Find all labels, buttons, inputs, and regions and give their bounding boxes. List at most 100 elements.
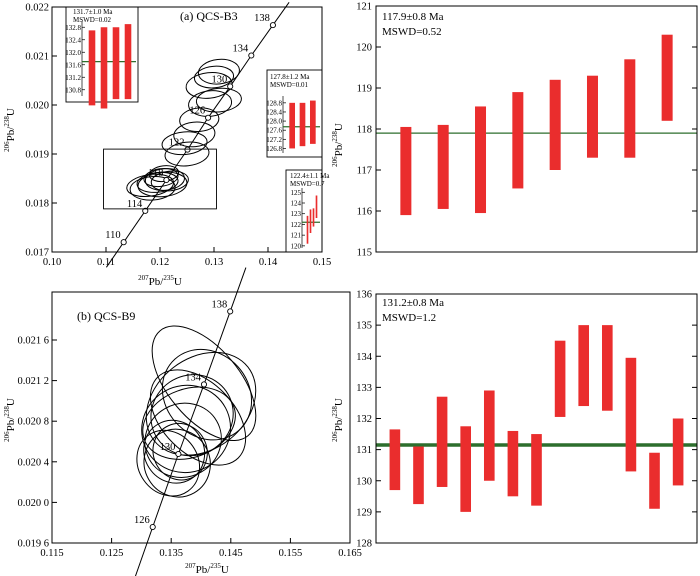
d-bar-6 [531,434,542,506]
panel-a-highlight-box [103,148,217,210]
a-ellipse-12 [188,90,233,117]
inset-1-age-note: 127.8±1.2 Ma [270,73,310,81]
panel-b-y-axis-title: 206Pb/238U [3,398,17,442]
d-y-tick-label-0: 128 [356,539,372,550]
d-bar-3 [460,426,472,512]
a-age-marker-134 [248,52,255,59]
b-x-tick-label-3: 0.145 [219,548,243,559]
panel-a-ellipses [126,58,242,201]
inset-0-bar-2 [112,27,120,100]
inset-2-bar-2 [312,208,315,227]
d-bar-5 [507,430,519,497]
d-bar-11 [649,452,660,509]
inset-1-bar-2 [309,100,316,144]
inset-1-bar-1 [299,102,306,147]
a-ellipse-5 [150,170,189,192]
panel-b-frame [51,291,351,544]
c-y-tick-label-5: 120 [356,43,372,54]
a-x-tick-label-3: 0.13 [205,257,223,268]
b-concordia-line [134,267,247,576]
a-ellipse-13 [195,87,242,113]
panel-a-frame [51,6,323,253]
d-bar-9 [601,325,613,411]
b-ellipse-10 [136,429,201,497]
inset-2-tick-label-5: 120 [291,242,302,250]
d-y-tick-label-2: 130 [356,476,372,487]
a-y-tick-label-2: 0.019 [25,150,49,161]
inset-0-mswd-note: MSWD=0.02 [73,16,111,24]
inset-1-tick-label-4: 127.2 [266,136,282,144]
b-ellipse-8 [152,423,208,481]
a-y-tick-label-0: 0.017 [25,248,49,259]
inset-0-bar-1 [100,27,108,109]
a-ellipse-11 [179,107,220,133]
a-age-marker-118 [163,176,170,184]
c-bar-0 [400,126,412,216]
panel-d-age-bars: 128 129 130 131 132 133 134 135 136 131.2±0.8 Ma… [331,290,698,550]
inset-2-bar-0 [306,215,309,244]
b-age-marker-138 [227,308,234,315]
inset-2-tick-label-0: 125 [291,189,302,197]
d-bar-12 [672,418,684,486]
panel-b-x-ticks: 0.115 0.125 0.135 0.145 0.155 0.165 [40,538,362,559]
panel-a-y-ticks: 0.017 0.018 0.019 0.020 0.021 0.022 [25,3,57,259]
panel-a-concordia-curve: 110 114 118 122 126 130 134 138 [105,2,290,268]
d-y-tick-label-4: 132 [356,414,372,425]
panel-d-mswd-note: MSWD=1.2 [382,312,436,324]
inset-1-bar-0 [289,102,296,149]
b-age-label-126: 126 [134,515,150,526]
b-x-tick-label-5: 0.165 [338,548,362,559]
b-x-tick-label-0: 0.115 [40,548,63,559]
panel-c-y-ticks: 115 116 117 118 119 120 121 [356,2,697,259]
c-bar-3 [512,92,524,189]
inset-0-tick-label-5: 130.8 [65,86,81,94]
panel-d-y-ticks: 128 129 130 131 132 133 134 135 136 [356,290,697,550]
d-y-tick-label-7: 135 [356,321,372,332]
d-bar-8 [578,325,590,407]
a-x-tick-label-0: 0.10 [43,257,61,268]
a-ellipse-10 [173,121,216,148]
inset-0-bar-3 [124,24,132,100]
a-ellipse-16 [197,58,240,85]
d-y-tick-label-1: 129 [356,507,372,518]
a-age-label-114: 114 [127,199,143,210]
a-age-marker-130 [227,83,234,90]
a-age-label-134: 134 [233,44,250,55]
inset-1-tick-label-5: 126.8 [266,145,282,153]
a-x-tick-label-2: 0.12 [151,257,169,268]
inset-1-mswd-note: MSWD=0.01 [270,81,308,89]
b-age-label-130: 130 [160,442,176,453]
c-bar-4 [549,79,561,170]
b-age-marker-130 [175,450,182,458]
inset-1-tick-label-2: 128.0 [266,118,282,126]
panel-c-y-axis-title: 206Pb/238U [331,123,345,167]
b-y-tick-label-2: 0.020 4 [18,457,50,468]
c-y-tick-label-2: 117 [357,166,372,177]
a-age-marker-126 [205,114,212,121]
b-y-tick-label-1: 0.020 0 [18,498,50,509]
d-y-tick-label-3: 131 [356,445,372,456]
panel-b-label: (b) QCS-B9 [77,309,135,323]
a-ellipse-3 [129,175,176,201]
panel-c-age-bars: 115 116 117 118 119 120 121 117.9±0.8 Ma MSWD=… [331,2,698,259]
panel-b-ellipses [136,325,257,498]
a-y-tick-label-1: 0.018 [25,199,49,210]
inset-2-tick-label-4: 121 [291,232,302,240]
b-y-tick-label-5: 0.021 6 [18,336,50,347]
d-bar-2 [436,396,448,487]
inset-0-tick-label-1: 132.4 [65,36,81,44]
panel-a-label: (a) QCS-B3 [180,9,238,23]
a-ellipse-8 [164,141,210,167]
inset-0-tick-label-3: 131.6 [65,61,81,69]
panel-a-x-ticks: 0.10 0.11 0.12 0.13 0.14 0.15 [43,247,331,268]
inset-1-tick-label-3: 127.6 [266,127,282,135]
a-age-marker-138 [269,22,276,29]
inset-0-age-note: 131.7±1.0 Ma [73,8,113,16]
panel-c-age-note: 117.9±0.8 Ma [382,11,444,23]
d-y-tick-label-5: 133 [356,383,372,394]
panel-d-age-note: 131.2±0.8 Ma [382,297,444,309]
